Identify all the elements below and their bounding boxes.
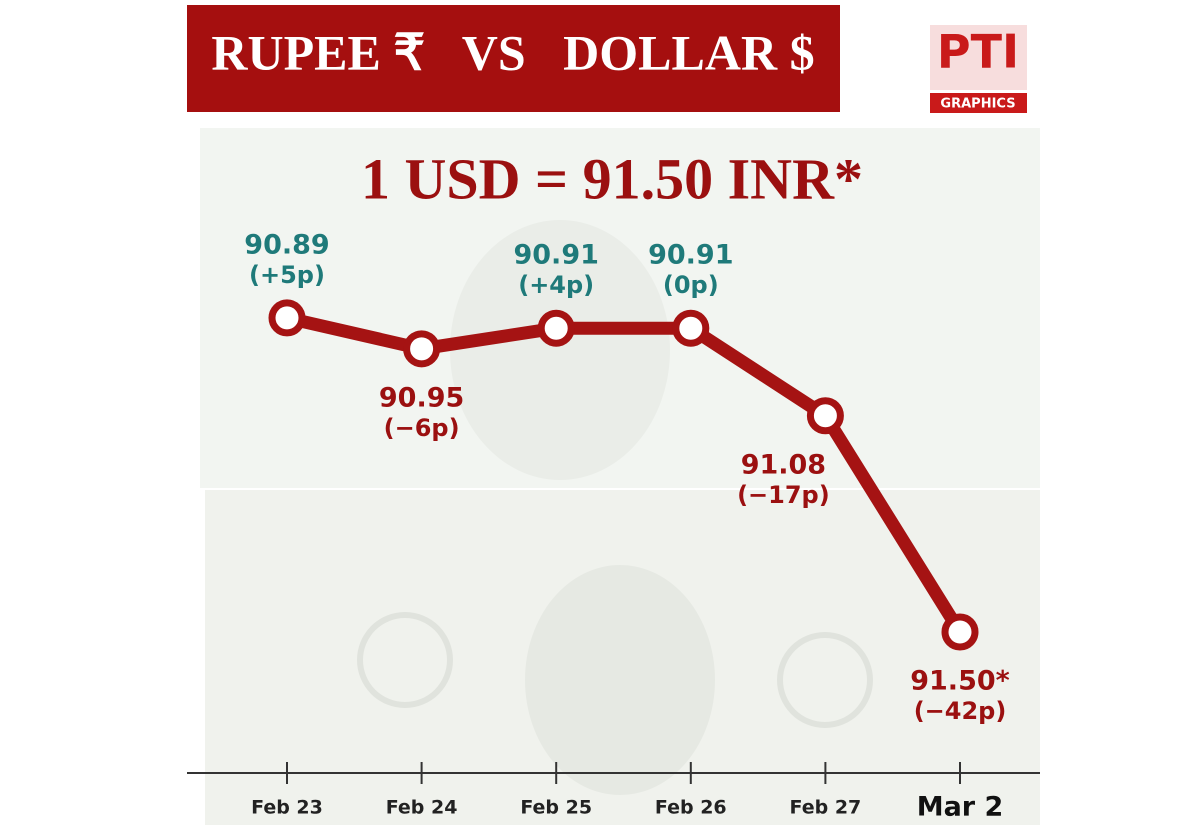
change-label: (−17p) (737, 481, 830, 509)
point (806, 397, 844, 435)
point (672, 309, 710, 347)
x-tick-label: Feb 27 (790, 797, 862, 819)
x-tick-label: Feb 25 (520, 797, 592, 819)
value-label: 90.95 (379, 382, 464, 413)
point (537, 309, 575, 347)
change-label: (+5p) (249, 261, 325, 289)
x-tick-label: Feb 26 (655, 797, 727, 819)
logo-bg (930, 25, 1027, 90)
x-tick-label: Feb 23 (251, 797, 323, 819)
portrait (450, 220, 670, 480)
point (941, 613, 979, 651)
logo-text: PTI (937, 25, 1019, 79)
value-label: 90.91 (513, 240, 598, 271)
point (403, 330, 441, 368)
x-tick-label: Mar 2 (917, 792, 1004, 823)
change-label: (+4p) (518, 271, 594, 299)
title-bar (187, 5, 840, 112)
chart-subtitle: 1 USD = 91.50 INR* (361, 146, 863, 211)
value-label: 91.08 (741, 449, 826, 480)
line (285, 311, 966, 636)
change-label: (0p) (663, 271, 719, 299)
chart-title: RUPEE ₹ VS DOLLAR $ (211, 24, 814, 80)
change-label: (−6p) (384, 414, 460, 442)
value-label: 90.91 (648, 240, 733, 271)
seal (357, 612, 453, 708)
portrait (525, 565, 715, 795)
x-tick-label: Feb 24 (386, 797, 458, 819)
value-label: 91.50* (910, 666, 1010, 697)
point (268, 299, 306, 337)
value-label: 90.89 (244, 229, 329, 260)
seal (777, 632, 873, 728)
logo-caption: GRAPHICS (940, 97, 1015, 112)
logo-caption-bg (930, 93, 1027, 113)
change-label: (−42p) (914, 697, 1007, 725)
